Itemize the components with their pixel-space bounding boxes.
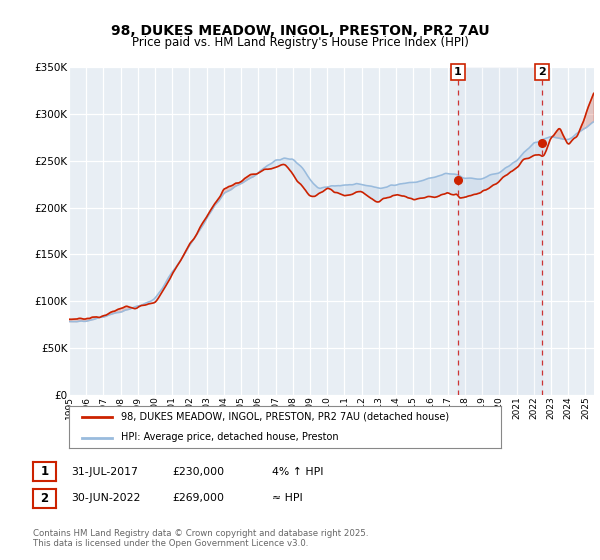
Text: HPI: Average price, detached house, Preston: HPI: Average price, detached house, Pres… (121, 432, 338, 442)
Text: 2: 2 (40, 492, 49, 505)
Text: 98, DUKES MEADOW, INGOL, PRESTON, PR2 7AU (detached house): 98, DUKES MEADOW, INGOL, PRESTON, PR2 7A… (121, 412, 449, 422)
Text: 2: 2 (538, 67, 546, 77)
Text: £230,000: £230,000 (173, 466, 225, 477)
Text: Contains HM Land Registry data © Crown copyright and database right 2025.: Contains HM Land Registry data © Crown c… (33, 529, 368, 538)
Text: This data is licensed under the Open Government Licence v3.0.: This data is licensed under the Open Gov… (33, 539, 308, 548)
Text: 4% ↑ HPI: 4% ↑ HPI (272, 466, 323, 477)
Text: 31-JUL-2017: 31-JUL-2017 (71, 466, 137, 477)
Text: 1: 1 (454, 67, 461, 77)
Text: £269,000: £269,000 (173, 493, 225, 503)
Text: ≈ HPI: ≈ HPI (272, 493, 302, 503)
Text: 30-JUN-2022: 30-JUN-2022 (71, 493, 140, 503)
Text: 1: 1 (40, 465, 49, 478)
Bar (458, 67, 542, 395)
Text: Price paid vs. HM Land Registry's House Price Index (HPI): Price paid vs. HM Land Registry's House … (131, 36, 469, 49)
Text: 98, DUKES MEADOW, INGOL, PRESTON, PR2 7AU: 98, DUKES MEADOW, INGOL, PRESTON, PR2 7A… (110, 25, 490, 38)
